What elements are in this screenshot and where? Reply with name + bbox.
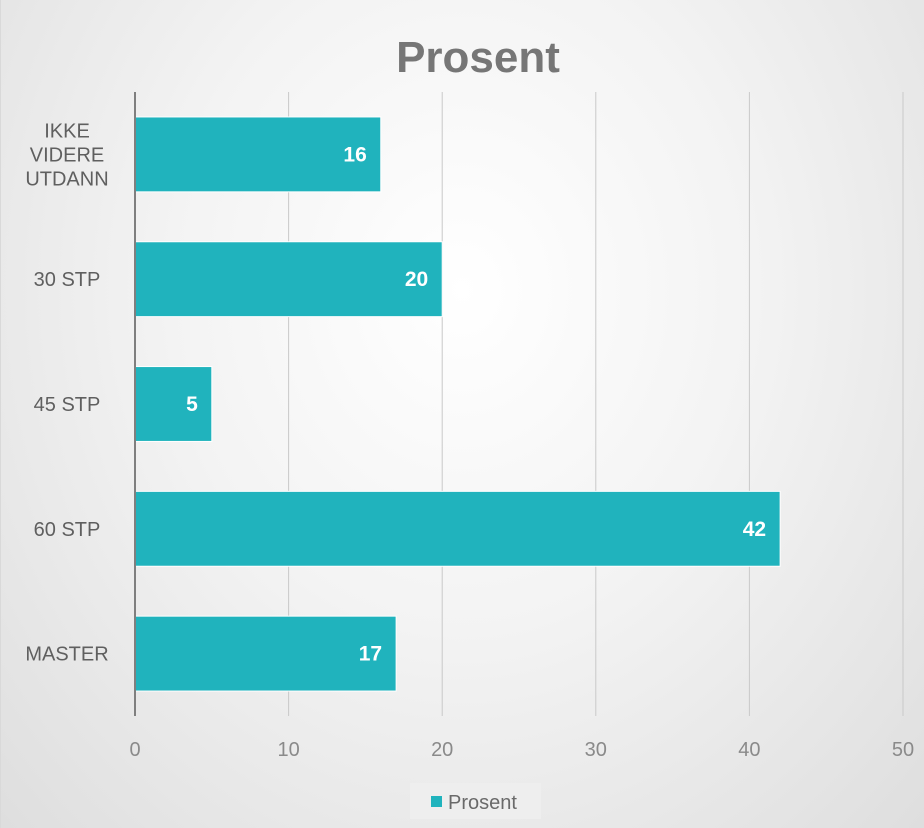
x-tick-label: 10 bbox=[277, 739, 299, 761]
bar[interactable] bbox=[134, 116, 382, 193]
legend-label: Prosent bbox=[448, 792, 517, 814]
category-label: 30 STP bbox=[34, 269, 101, 291]
category-label-line: MASTER bbox=[25, 644, 108, 666]
category-label: 60 STP bbox=[34, 519, 101, 541]
category-label-line: VIDERE bbox=[30, 144, 104, 166]
legend-swatch bbox=[431, 796, 442, 807]
chart-title: Prosent bbox=[396, 33, 560, 82]
x-tick-label: 0 bbox=[129, 739, 140, 761]
category-label-line: 45 STP bbox=[34, 394, 101, 416]
bar[interactable] bbox=[134, 615, 397, 692]
category-label: IKKE VIDERE UTDANN bbox=[25, 120, 108, 190]
data-label: 5 bbox=[186, 393, 198, 416]
bar[interactable] bbox=[134, 490, 781, 567]
category-label-line: UTDANN bbox=[25, 168, 108, 190]
category-label-line: 60 STP bbox=[34, 519, 101, 541]
data-label: 42 bbox=[743, 518, 766, 541]
data-label: 17 bbox=[359, 643, 382, 666]
bar[interactable] bbox=[134, 366, 213, 442]
category-label: 45 STP bbox=[34, 394, 101, 416]
data-label: 20 bbox=[405, 268, 428, 291]
x-tick-label: 20 bbox=[431, 739, 453, 761]
category-label-line: IKKE bbox=[44, 120, 90, 142]
x-tick-label: 50 bbox=[892, 739, 914, 761]
category-label-line: 30 STP bbox=[34, 269, 101, 291]
x-tick-label: 30 bbox=[585, 739, 607, 761]
x-tick-label: 40 bbox=[738, 739, 760, 761]
data-label: 16 bbox=[343, 143, 366, 166]
bar[interactable] bbox=[134, 241, 443, 318]
category-label: MASTER bbox=[25, 644, 108, 666]
